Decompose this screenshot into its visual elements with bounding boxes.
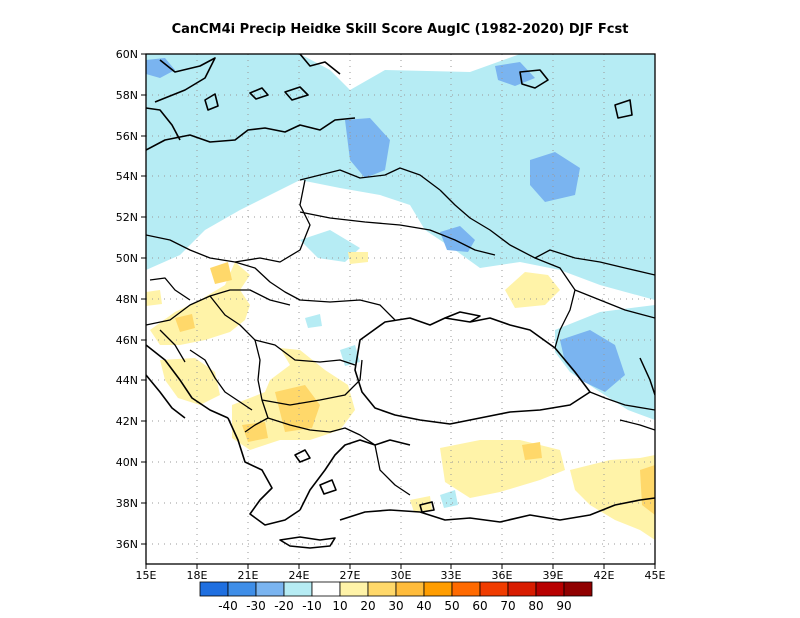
colorbar-label: -30 [246,599,266,613]
colorbar-label: 10 [332,599,347,613]
colorbar-label: 30 [388,599,403,613]
lat-label: 50N [116,252,138,265]
country-borders [146,167,655,496]
lat-label: 54N [116,170,138,183]
lon-tick-labels: 15E 18E 21E 24E 27E 30E 33E 36E 39E 42E … [136,569,666,582]
lat-label: 36N [116,538,138,551]
colorbar-swatch [283,581,313,597]
colorbar-swatch [563,581,593,597]
colorbar-label: 70 [500,599,515,613]
colorbar-label: 20 [360,599,375,613]
map-title: CanCM4i Precip Heidke Skill Score AugIC … [172,22,629,37]
colorbar-label: 60 [472,599,487,613]
colorbar-label: 80 [528,599,543,613]
colorbar-swatch [395,581,425,597]
skill-shading-blue [146,58,625,392]
coastlines [146,54,655,549]
lat-label: 44N [116,374,138,387]
tick-marks [141,53,656,569]
colorbar-swatch [451,581,481,597]
colorbar-swatch [507,581,537,597]
colorbar-swatch [423,581,453,597]
lat-tick-labels: 60N 58N 56N 54N 52N 50N 48N 46N 44N 42N … [116,48,138,551]
colorbar-label: -10 [302,599,322,613]
colorbar-label: -20 [274,599,294,613]
colorbar: -40 -30 -20 -10 10 20 30 40 50 60 70 80 90 [199,581,593,613]
lat-label: 48N [116,293,138,306]
colorbar-swatch [339,581,369,597]
map-area [146,54,655,564]
lon-label: 33E [441,569,462,582]
colorbar-label: 50 [444,599,459,613]
lat-label: 38N [116,497,138,510]
lon-label: 21E [238,569,259,582]
graticule [146,54,655,564]
lon-label: 30E [391,569,412,582]
colorbar-label: 40 [416,599,431,613]
lat-label: 56N [116,130,138,143]
colorbar-swatch [227,581,257,597]
caspian-coast [639,357,655,396]
colorbar-swatch [367,581,397,597]
colorbar-swatch [479,581,509,597]
lon-label: 45E [645,569,666,582]
colorbar-swatch [199,581,229,597]
lon-label: 42E [594,569,615,582]
lat-label: 40N [116,456,138,469]
lat-label: 58N [116,89,138,102]
lat-label: 42N [116,415,138,428]
colorbar-label: -40 [218,599,238,613]
lon-label: 36E [492,569,513,582]
lon-label: 15E [136,569,157,582]
skill-shading-orange [175,262,655,515]
lat-label: 46N [116,334,138,347]
lon-label: 18E [187,569,208,582]
lon-label: 27E [340,569,361,582]
lon-label: 24E [289,569,310,582]
colorbar-swatch [535,581,565,597]
colorbar-label: 90 [556,599,571,613]
colorbar-swatch [311,581,341,597]
lat-label: 52N [116,211,138,224]
colorbar-swatch [255,581,285,597]
lon-label: 39E [543,569,564,582]
lat-label: 60N [116,48,138,61]
